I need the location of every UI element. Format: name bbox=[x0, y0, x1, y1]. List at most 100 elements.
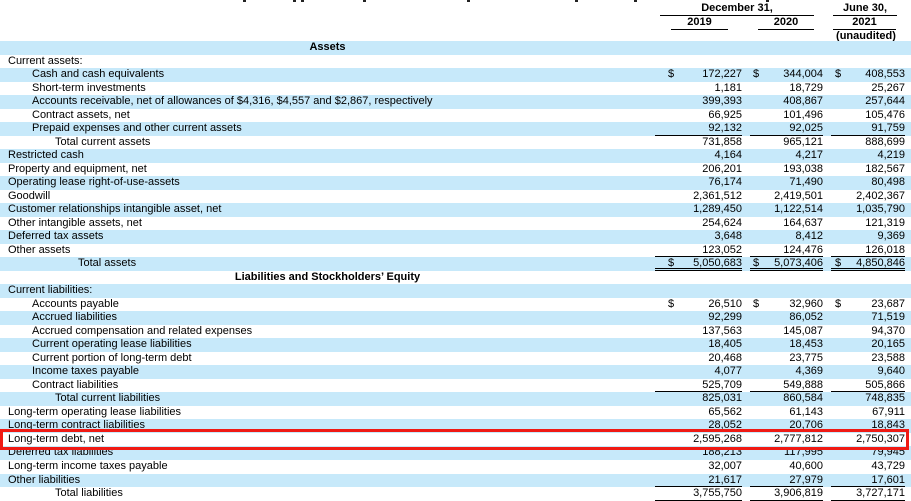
row-other-assets: Other assets 123,052 124,476 126,018 bbox=[0, 244, 911, 258]
clipped-text-fragment bbox=[293, 0, 296, 2]
clipped-text-fragment bbox=[634, 0, 637, 2]
row-current-operating-lease-liabilities: Current operating lease liabilities 18,40… bbox=[0, 338, 911, 352]
amount-value: 4,164 bbox=[714, 149, 742, 162]
amount-value: 525,709 bbox=[702, 378, 742, 391]
row-long-term-debt-net: Long-term debt, net 2,595,268 2,777,812 2,7… bbox=[0, 433, 911, 447]
amount-2020: 20,706 bbox=[750, 419, 823, 433]
amount-2021: 17,601 bbox=[831, 474, 905, 488]
amount-2020: 124,476 bbox=[750, 244, 823, 258]
amount-value: 67,911 bbox=[872, 405, 905, 418]
amount-2021: 80,498 bbox=[831, 176, 905, 190]
row-total-liabilities: Total liabilities 3,755,750 3,906,819 3,727… bbox=[0, 487, 911, 501]
dollar-sign: $ bbox=[668, 297, 675, 310]
amount-2021 bbox=[831, 41, 905, 55]
row-deferred-tax-assets: Deferred tax assets 3,648 8,412 9,369 bbox=[0, 230, 911, 244]
amount-value: 86,052 bbox=[789, 311, 823, 324]
amount-value: 145,087 bbox=[783, 324, 823, 337]
row-restricted-cash: Restricted cash 4,164 4,217 4,219 bbox=[0, 149, 911, 163]
amount-2021: 9,640 bbox=[831, 365, 905, 379]
amount-value: 23,687 bbox=[871, 297, 905, 310]
amount-2019: 92,299 bbox=[655, 311, 742, 325]
amount-2020: 23,775 bbox=[750, 352, 823, 366]
amount-value: 94,370 bbox=[871, 324, 905, 337]
amount-2021: 121,319 bbox=[831, 217, 905, 231]
amount-value: 65,562 bbox=[708, 405, 742, 418]
amount-value: 20,468 bbox=[708, 351, 742, 364]
amount-value: 748,835 bbox=[865, 392, 905, 405]
amount-value: 23,588 bbox=[871, 351, 905, 364]
dollar-sign: $ bbox=[668, 68, 675, 81]
row-label: Contract liabilities bbox=[32, 378, 119, 391]
row-label: Total current liabilities bbox=[55, 392, 161, 405]
amount-2020: $344,004 bbox=[750, 68, 823, 82]
amount-2021 bbox=[831, 55, 905, 69]
amount-2019: 2,361,512 bbox=[655, 190, 742, 204]
amount-2020: 4,369 bbox=[750, 365, 823, 379]
clipped-text-fragment bbox=[363, 0, 366, 2]
amount-2019: 525,709 bbox=[655, 379, 742, 393]
row-label: Income taxes payable bbox=[32, 365, 140, 378]
amount-2020: 61,143 bbox=[750, 406, 823, 420]
amount-2021: 3,727,171 bbox=[831, 487, 905, 501]
amount-2020: 8,412 bbox=[750, 230, 823, 244]
amount-2020: 3,906,819 bbox=[750, 487, 823, 501]
amount-value: 1,122,514 bbox=[774, 203, 823, 216]
amount-2021: 1,035,790 bbox=[831, 203, 905, 217]
amount-value: 2,777,812 bbox=[774, 432, 823, 445]
row-other-liabilities: Other liabilities 21,617 27,979 17,601 bbox=[0, 473, 911, 488]
amount-value: 2,419,501 bbox=[774, 189, 823, 202]
amount-2019: 254,624 bbox=[655, 217, 742, 231]
row-current-assets: Current assets: bbox=[0, 55, 911, 69]
amount-value: 80,498 bbox=[871, 176, 905, 189]
row-contract-assets-net: Contract assets, net 66,925 101,496 105,476 bbox=[0, 109, 911, 123]
amount-2019: 32,007 bbox=[655, 460, 742, 474]
amount-2021: 91,759 bbox=[831, 122, 905, 136]
amount-2020: 2,777,812 bbox=[750, 433, 823, 447]
amount-value: 9,640 bbox=[877, 365, 905, 378]
amount-2020 bbox=[750, 284, 823, 298]
amount-value: 17,601 bbox=[871, 473, 905, 486]
clipped-text-fragment bbox=[575, 0, 578, 2]
row-label: Long-term debt, net bbox=[8, 432, 105, 445]
row-label: Prepaid expenses and other current asset… bbox=[32, 122, 242, 135]
amount-2019: 3,648 bbox=[655, 230, 742, 244]
row-label: Long-term operating lease liabilities bbox=[8, 405, 182, 418]
amount-2019: 18,405 bbox=[655, 338, 742, 352]
amount-2020: 193,038 bbox=[750, 163, 823, 177]
amount-2020: 18,729 bbox=[750, 82, 823, 96]
amount-2019: $26,510 bbox=[655, 298, 742, 312]
amount-value: 18,843 bbox=[871, 419, 905, 432]
row-label: Contract assets, net bbox=[32, 108, 130, 121]
amount-2019 bbox=[655, 41, 742, 55]
dollar-sign: $ bbox=[753, 68, 760, 81]
row-label: Current operating lease liabilities bbox=[32, 338, 192, 351]
amount-value: 21,617 bbox=[708, 473, 742, 486]
dollar-sign: $ bbox=[835, 257, 842, 270]
amount-value: 3,648 bbox=[714, 230, 742, 243]
amount-value: 3,755,750 bbox=[693, 487, 742, 500]
amount-2019: 123,052 bbox=[655, 244, 742, 258]
amount-value: 8,412 bbox=[795, 230, 823, 243]
column-header-2019: 2019 bbox=[671, 16, 728, 30]
row-label: Long-term income taxes payable bbox=[8, 459, 168, 472]
amount-value: 860,584 bbox=[783, 392, 823, 405]
amount-2019: 28,052 bbox=[655, 419, 742, 433]
amount-value: 76,174 bbox=[708, 176, 742, 189]
amount-2021: 94,370 bbox=[831, 325, 905, 339]
amount-2021: 257,644 bbox=[831, 95, 905, 109]
amount-value: 25,267 bbox=[871, 81, 905, 94]
row-label: Operating lease right-of-use-assets bbox=[8, 176, 180, 189]
row-total-current-assets: Total current assets 731,858 965,121 888,69… bbox=[0, 136, 911, 150]
amount-2020: $5,073,406 bbox=[750, 257, 823, 271]
dollar-sign: $ bbox=[835, 297, 842, 310]
amount-2021: 20,165 bbox=[831, 338, 905, 352]
amount-2019 bbox=[655, 55, 742, 69]
amount-value: 32,960 bbox=[789, 297, 823, 310]
column-header-2021: 2021 bbox=[833, 16, 896, 30]
row-property-and-equipment-net: Property and equipment, net 206,201 193,03… bbox=[0, 163, 911, 177]
row-income-taxes-payable: Income taxes payable 4,077 4,369 9,640 bbox=[0, 365, 911, 379]
amount-2019 bbox=[655, 271, 742, 285]
amount-value: 105,476 bbox=[865, 108, 905, 121]
amount-value: 18,453 bbox=[789, 338, 823, 351]
amount-value: 92,132 bbox=[708, 122, 742, 135]
